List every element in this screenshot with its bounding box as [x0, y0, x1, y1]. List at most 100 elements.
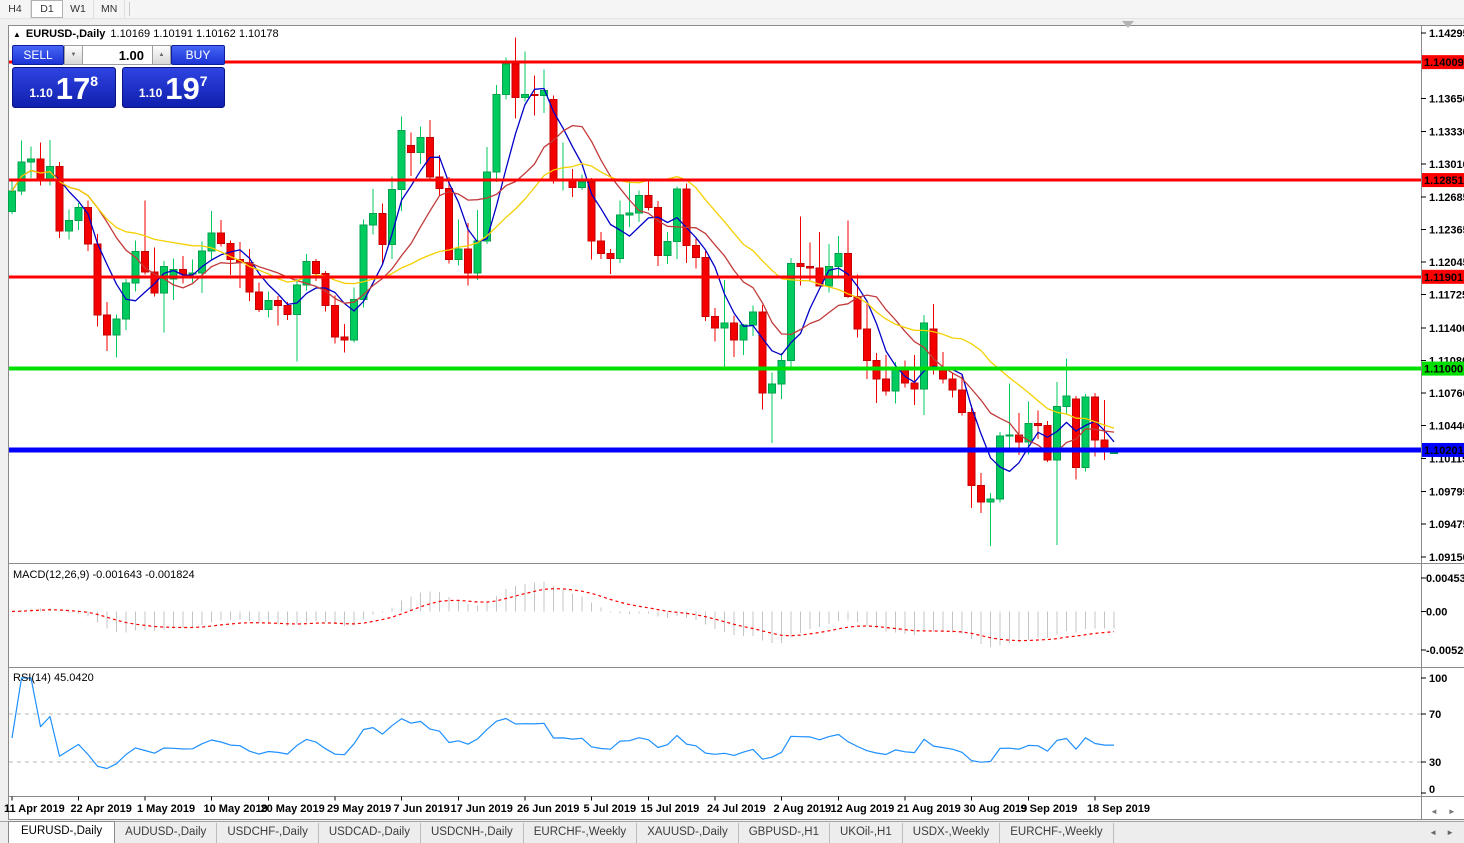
sell-price-big: 17: [55, 71, 91, 107]
candle: [682, 188, 691, 246]
candle: [758, 311, 767, 394]
candle: [578, 181, 586, 188]
sell-price-prefix: 1.10: [29, 86, 53, 100]
chart-tab-audusd-daily[interactable]: AUDUSD-,Daily: [115, 823, 218, 843]
tab-scroll-left-icon[interactable]: ◄: [1429, 828, 1438, 837]
timeframe-button-h4[interactable]: H4: [0, 0, 31, 18]
candle: [188, 272, 197, 275]
candle: [521, 94, 529, 99]
candle: [511, 63, 520, 99]
buy-price-prefix: 1.10: [138, 86, 163, 100]
chart-tabs-bar: EURUSD-,Daily AUDUSD-,Daily USDCHF-,Daily U…: [0, 821, 1464, 843]
candle: [929, 328, 938, 369]
candle: [606, 252, 615, 260]
candle: [55, 165, 64, 232]
candle: [796, 263, 805, 268]
svg-text:1.13650: 1.13650: [1429, 94, 1464, 106]
chart-tab-usdcnh-daily[interactable]: USDCNH-,Daily: [421, 823, 524, 843]
candle: [891, 369, 900, 392]
chart-tab-eurchf-weekly[interactable]: EURCHF-,Weekly: [524, 823, 638, 843]
price-axis: 1.14295 1.13650 1.13330 1.13010 1.12685 1.123…: [1421, 28, 1464, 564]
chart-collapse-marker-icon[interactable]: [1122, 21, 1134, 28]
lot-increase-button[interactable]: ▲: [152, 45, 171, 65]
candle: [834, 252, 843, 268]
candle: [473, 240, 482, 274]
scroll-left-icon[interactable]: ◄: [1430, 807, 1438, 816]
ma-line-10: [11, 124, 1115, 453]
chart-tab-usdchf-daily[interactable]: USDCHF-,Daily: [217, 823, 319, 843]
candle: [1043, 425, 1052, 461]
candle: [283, 304, 292, 316]
svg-text:29 May 2019: 29 May 2019: [327, 803, 391, 815]
sell-button[interactable]: SELL: [12, 45, 64, 65]
candle: [663, 240, 672, 257]
svg-text:100: 100: [1429, 673, 1447, 685]
candle: [274, 299, 282, 306]
buy-button[interactable]: BUY: [171, 45, 225, 65]
sell-price-box[interactable]: 1.10 17 8: [12, 67, 116, 108]
scroll-right-icon[interactable]: ►: [1447, 807, 1456, 816]
candle: [416, 136, 425, 154]
candle: [36, 158, 45, 182]
candle: [198, 250, 206, 274]
candle: [720, 322, 729, 329]
lot-size-input[interactable]: [83, 45, 152, 65]
chart-tab-xauusd-daily[interactable]: XAUUSD-,Daily: [637, 823, 739, 843]
window-frame: [8, 25, 1464, 820]
timeframe-button-d1[interactable]: D1: [31, 0, 63, 18]
chart-tab-eurusd-daily[interactable]: EURUSD-,Daily: [8, 821, 116, 843]
svg-text:9 Sep 2019: 9 Sep 2019: [1021, 803, 1078, 815]
candle: [673, 188, 681, 242]
candle: [910, 382, 919, 390]
chart-tab-usdcad-daily[interactable]: USDCAD-,Daily: [319, 823, 421, 843]
svg-text:70: 70: [1429, 709, 1441, 721]
chart-tab-ukoil-h1[interactable]: UKOil-,H1: [830, 823, 903, 843]
macd-signal-line: [11, 588, 1115, 642]
candle: [160, 266, 168, 294]
svg-text:1.13330: 1.13330: [1429, 126, 1464, 138]
ma-line-21: [11, 162, 1115, 429]
candle: [103, 314, 111, 336]
candle: [331, 304, 339, 338]
candle: [1034, 423, 1042, 427]
candle: [1091, 396, 1099, 441]
svg-text:1.10201: 1.10201: [1424, 445, 1464, 457]
candle: [616, 214, 624, 260]
candle: [1005, 434, 1014, 437]
buy-price-superscript: 7: [199, 73, 208, 89]
svg-text:1.14009: 1.14009: [1424, 57, 1464, 69]
price-chart[interactable]: 1.14295 1.13650 1.13330 1.13010 1.12685 1.123…: [0, 25, 1464, 821]
rsi-indicator-label: RSI(14) 45.0420: [13, 672, 94, 684]
candle: [1072, 398, 1080, 468]
candle: [217, 232, 225, 244]
candle: [369, 212, 377, 226]
macd-panel: 0.004536 0.00 -0.005205: [11, 573, 1464, 657]
svg-text:1.12365: 1.12365: [1429, 225, 1464, 237]
chevron-down-icon: ▼: [70, 52, 77, 58]
candle: [635, 194, 643, 214]
chart-scrollbar[interactable]: ◄ ►: [1430, 807, 1456, 816]
level-lines-layer[interactable]: [9, 60, 1421, 453]
chart-tab-gbpusd-h1[interactable]: GBPUSD-,H1: [739, 823, 830, 843]
candle: [530, 94, 539, 97]
tabbar-scroll-arrows[interactable]: ◄ ►: [1419, 828, 1464, 843]
timeframe-button-w1[interactable]: W1: [63, 0, 94, 18]
svg-text:17 Jun 2019: 17 Jun 2019: [451, 803, 513, 815]
candle: [74, 207, 83, 221]
buy-price-box[interactable]: 1.10 19 7: [121, 67, 225, 108]
candle: [644, 194, 653, 209]
svg-text:20 May 2019: 20 May 2019: [261, 803, 325, 815]
candle: [27, 158, 35, 163]
svg-text:1.09475: 1.09475: [1429, 519, 1464, 531]
svg-text:30: 30: [1429, 757, 1441, 769]
lot-decrease-button[interactable]: ▼: [64, 45, 83, 65]
timeframe-button-mn[interactable]: MN: [94, 0, 126, 18]
chart-tab-eurchf-weekly[interactable]: EURCHF-,Weekly: [1000, 823, 1114, 843]
svg-text:7 Jun 2019: 7 Jun 2019: [394, 803, 450, 815]
svg-text:2 Aug 2019: 2 Aug 2019: [774, 803, 832, 815]
candle: [150, 271, 159, 294]
chart-title: ▲ EURUSD-,Daily 1.10169 1.10191 1.10162 …: [13, 28, 279, 40]
chart-tab-usdx-weekly[interactable]: USDX-,Weekly: [903, 823, 1001, 843]
tab-scroll-right-icon[interactable]: ►: [1446, 828, 1454, 837]
svg-text:1.14295: 1.14295: [1429, 28, 1464, 40]
